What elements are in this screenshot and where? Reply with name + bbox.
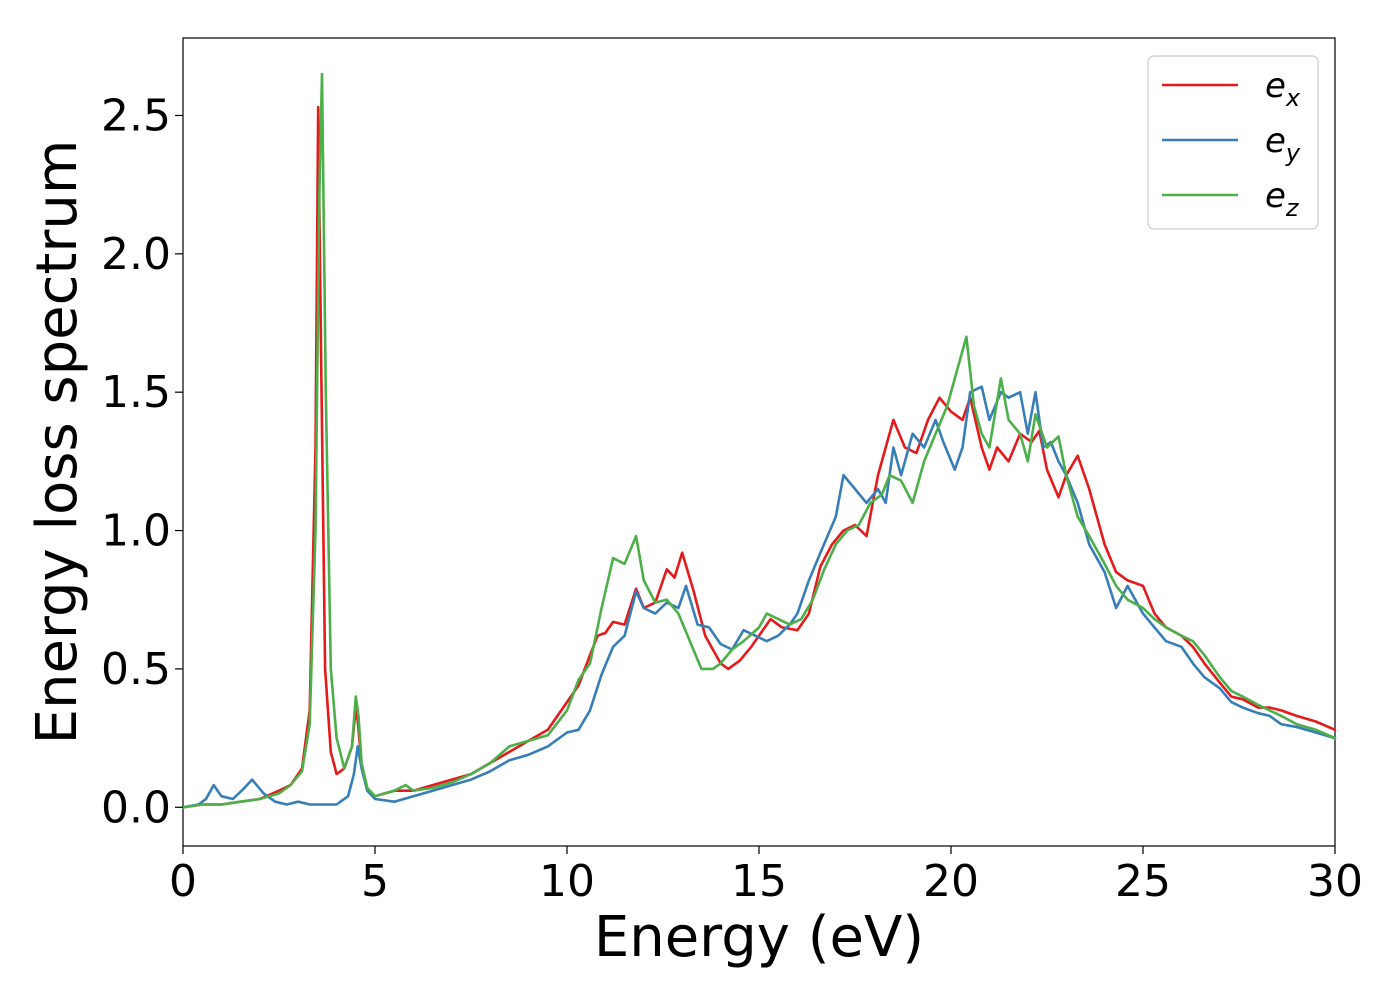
y-tick-label: 2.5 bbox=[101, 90, 171, 141]
x-tick-label: 30 bbox=[1307, 856, 1363, 907]
y-tick-label: 2.0 bbox=[101, 229, 171, 280]
y-tick-label: 1.5 bbox=[101, 367, 171, 418]
x-tick-label: 25 bbox=[1115, 856, 1171, 907]
x-tick-label: 15 bbox=[731, 856, 787, 907]
legend-subscript: y bbox=[1285, 139, 1301, 167]
series-line-ey bbox=[181, 385, 1337, 809]
x-tick-label: 5 bbox=[361, 856, 389, 907]
y-tick-label: 0.5 bbox=[101, 644, 171, 695]
legend-subscript: z bbox=[1285, 194, 1300, 222]
y-axis-title: Energy loss spectrum bbox=[25, 140, 90, 745]
x-tick-label: 10 bbox=[539, 856, 595, 907]
x-axis-title: Energy (eV) bbox=[594, 905, 924, 970]
y-tick-label: 1.0 bbox=[101, 506, 171, 557]
legend-subscript: x bbox=[1285, 84, 1301, 112]
y-axis-ticks: 0.0 0.5 1.0 1.5 2.0 2.5 bbox=[101, 90, 183, 833]
y-tick-label: 0.0 bbox=[101, 782, 171, 833]
x-tick-label: 20 bbox=[923, 856, 979, 907]
x-axis-ticks: 0 5 10 15 20 25 30 bbox=[169, 846, 1363, 907]
series-layer bbox=[181, 72, 1337, 809]
series-line-ez bbox=[181, 72, 1337, 809]
x-tick-label: 0 bbox=[169, 856, 197, 907]
legend-box bbox=[1147, 55, 1319, 230]
